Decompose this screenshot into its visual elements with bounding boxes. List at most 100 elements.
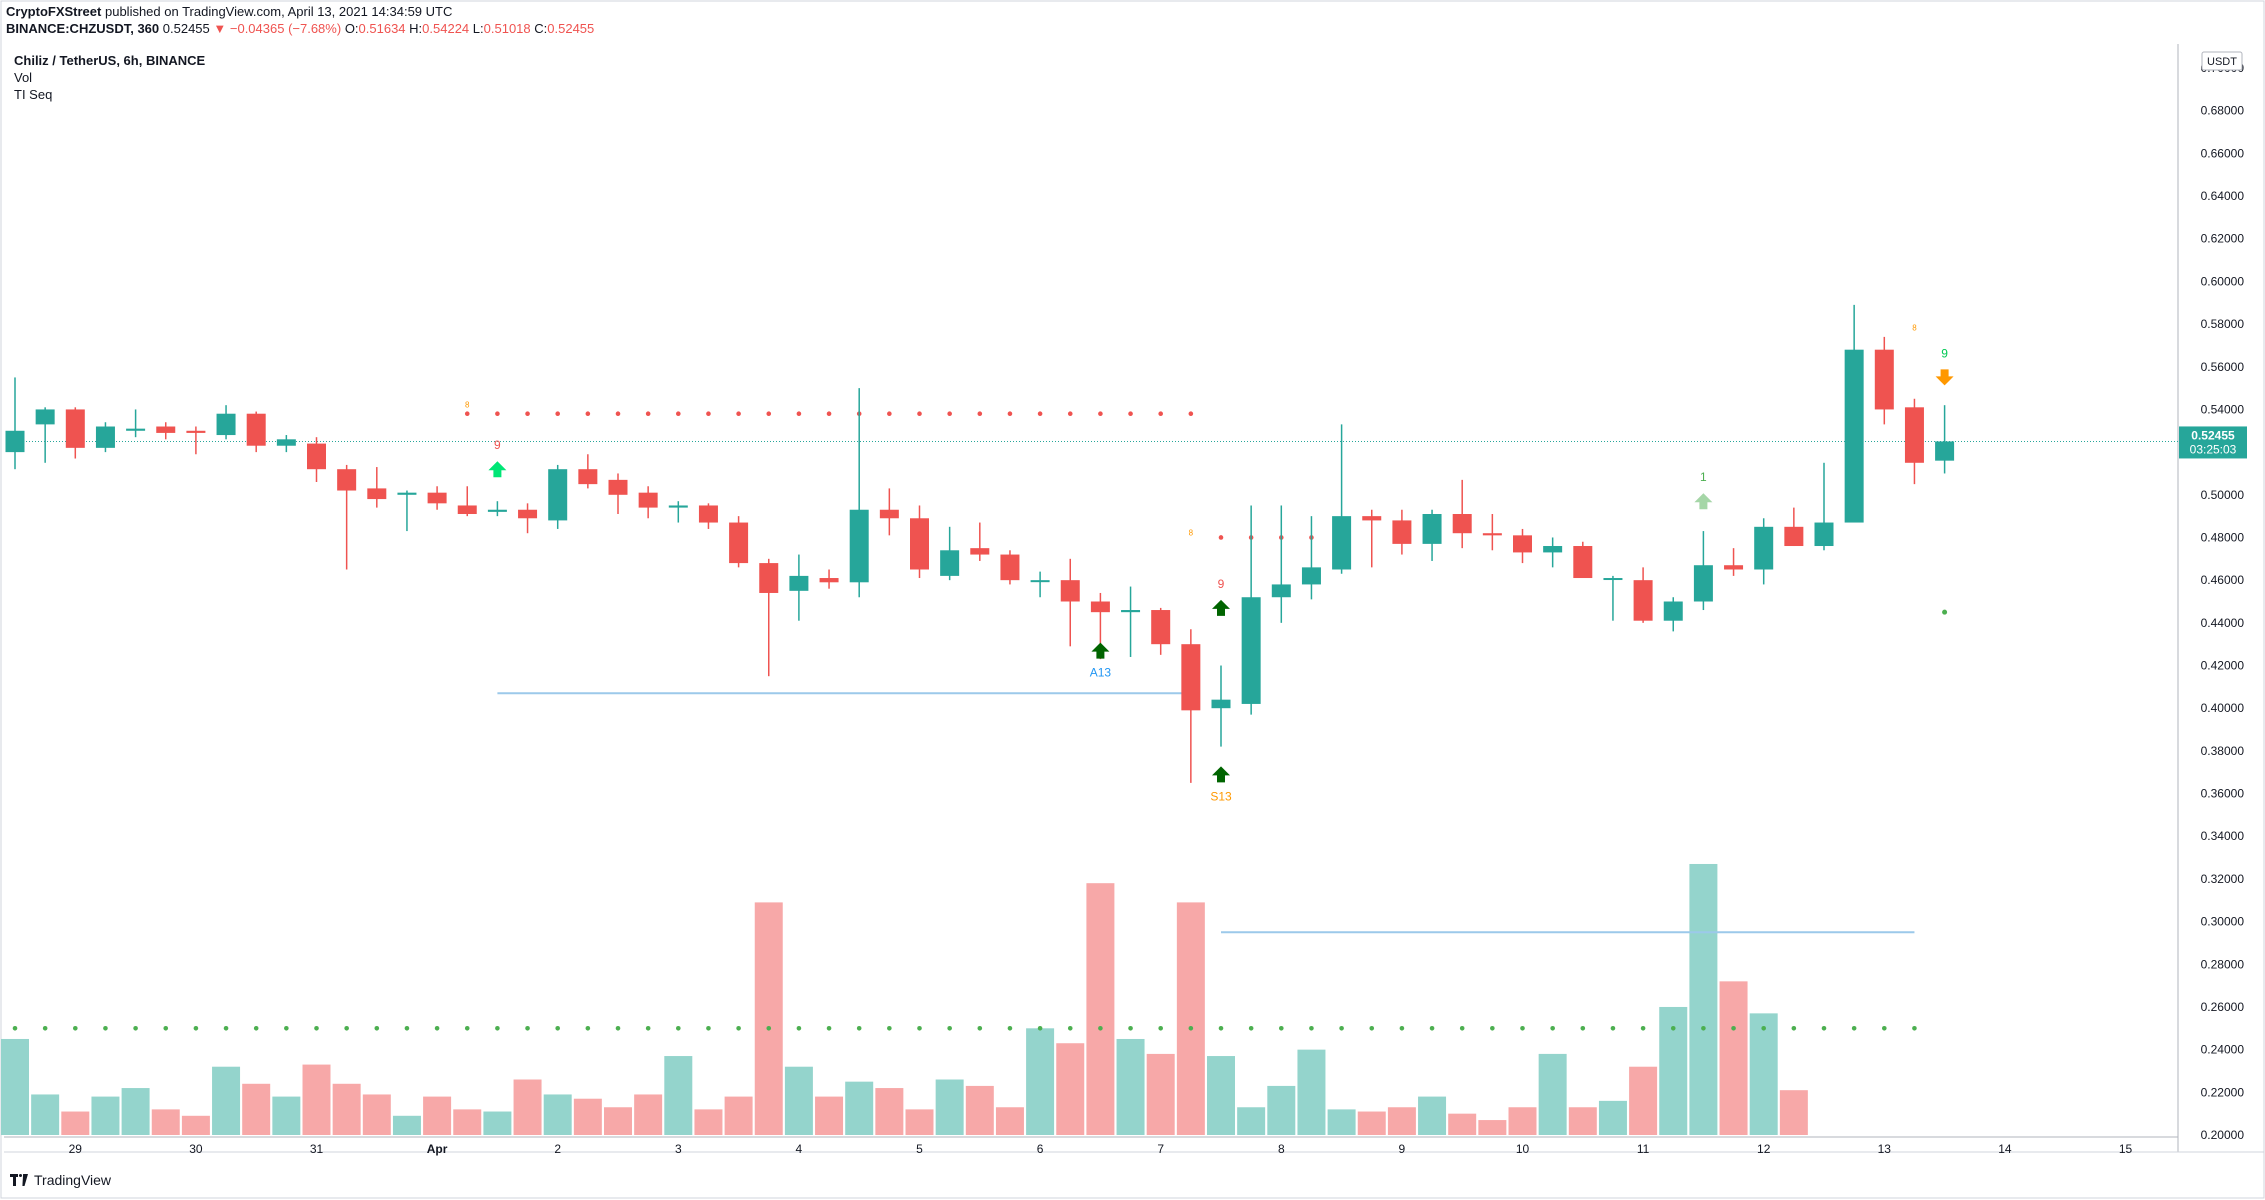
resistance-dot <box>676 411 681 417</box>
price-tick-label: 0.34000 <box>2201 829 2245 843</box>
volume-bar <box>483 1111 512 1135</box>
symbol-label: BINANCE:CHZUSDT, 360 <box>6 21 160 36</box>
volume-bar <box>1418 1096 1447 1135</box>
candle-body <box>1181 644 1201 711</box>
candle-body <box>1935 441 1955 461</box>
volume-bar <box>784 1066 813 1135</box>
legend-volume[interactable]: Vol <box>14 70 33 85</box>
resistance-dot <box>887 411 892 417</box>
resistance-dot <box>525 411 530 417</box>
candle-body <box>126 428 146 431</box>
volume-ma-dot <box>284 1026 289 1031</box>
volume-bar <box>634 1094 663 1135</box>
candle <box>1693 531 1713 611</box>
volume-ma-dot <box>253 1026 259 1031</box>
candle <box>1151 607 1171 655</box>
candle <box>397 490 417 532</box>
candle <box>1271 505 1291 623</box>
price-tick-label: 0.56000 <box>2201 360 2245 374</box>
resistance-dot <box>1128 411 1133 417</box>
candle <box>156 422 176 440</box>
time-tick-label: 10 <box>1516 1142 1530 1156</box>
candle <box>186 426 206 455</box>
volume-bar <box>543 1094 572 1135</box>
candle <box>276 435 296 453</box>
volume-ma-dot <box>1279 1026 1284 1031</box>
td-seq-label: 1 <box>1700 470 1707 484</box>
price-tick-label: 0.24000 <box>2201 1043 2245 1057</box>
candle <box>1784 507 1804 547</box>
price-tick-label: 0.60000 <box>2201 274 2245 288</box>
time-tick-label: 12 <box>1757 1142 1771 1156</box>
candle-body <box>910 518 929 570</box>
price-tick-label: 0.48000 <box>2201 530 2245 544</box>
volume-ma-dot <box>1912 1026 1917 1031</box>
high-label: H: <box>409 21 423 36</box>
volume-bar <box>1 1038 29 1135</box>
volume-ma-dot <box>1158 1026 1163 1031</box>
arrow-up-icon <box>1694 493 1713 510</box>
volume-ma-dot <box>1067 1026 1073 1031</box>
volume-bar <box>332 1083 361 1135</box>
time-tick-label: 11 <box>1637 1142 1650 1156</box>
volume-ma-dot <box>1128 1026 1133 1031</box>
volume-bar <box>272 1096 301 1135</box>
price-tick-label: 0.26000 <box>2201 1000 2245 1014</box>
candle-body <box>246 413 266 446</box>
price-tick-label: 0.30000 <box>2201 915 2245 929</box>
currency-label: USDT <box>2207 56 2237 68</box>
price-tick-label: 0.64000 <box>2201 189 2245 203</box>
price-tick-label: 0.68000 <box>2201 104 2245 118</box>
volume-bar <box>181 1115 210 1135</box>
candle <box>910 505 929 579</box>
time-tick-label: Apr <box>427 1142 448 1156</box>
tradingview-footer[interactable]: TradingView <box>10 1172 111 1188</box>
resistance-dot <box>1067 411 1073 417</box>
resistance-dot <box>947 411 952 417</box>
legend-ti-seq[interactable]: TI Seq <box>14 87 53 102</box>
candle-body <box>729 522 749 564</box>
resistance-dot <box>1158 411 1163 417</box>
volume-bar <box>1538 1053 1567 1135</box>
candle-body <box>548 469 568 521</box>
volume-ma-dot <box>615 1026 621 1031</box>
candle <box>1543 537 1563 568</box>
publisher-name[interactable]: CryptoFXStreet <box>6 4 102 19</box>
volume-bar <box>1327 1109 1356 1135</box>
candle <box>427 486 447 510</box>
volume-bar <box>1207 1056 1235 1135</box>
volume-ma-dot <box>1399 1026 1405 1031</box>
volume-ma-dot <box>1580 1026 1586 1031</box>
candle <box>729 516 749 568</box>
arrow-up-icon <box>1091 642 1110 659</box>
arrow-down-icon <box>1935 369 1954 386</box>
volume-bar <box>1448 1113 1477 1135</box>
candle <box>1513 528 1532 564</box>
arrow-up-icon <box>1212 766 1230 783</box>
volume-bar <box>31 1094 60 1135</box>
price-tick-label: 0.58000 <box>2201 317 2245 331</box>
volume-ma-dot <box>434 1026 440 1031</box>
candle <box>849 388 869 598</box>
volume-ma-dot <box>1248 1026 1254 1031</box>
td-seq-label: A13 <box>1090 666 1112 680</box>
candle <box>638 486 658 519</box>
candle <box>668 501 688 523</box>
candle-body <box>276 439 296 446</box>
volume-ma-dot <box>736 1026 741 1031</box>
candle-body <box>608 479 628 495</box>
candle-body <box>1814 522 1834 547</box>
candle-body <box>1362 516 1382 521</box>
volume-ma-dot <box>1098 1026 1103 1031</box>
volume-bar <box>1237 1107 1266 1135</box>
candle <box>1904 398 1924 485</box>
candle-body <box>397 492 417 495</box>
volume-bar <box>815 1096 844 1135</box>
candle <box>759 558 779 677</box>
chart-legend-title[interactable]: Chiliz / TetherUS, 6h, BINANCE <box>14 53 206 68</box>
candle-body <box>1754 526 1774 570</box>
time-tick-label: 6 <box>1037 1142 1044 1156</box>
